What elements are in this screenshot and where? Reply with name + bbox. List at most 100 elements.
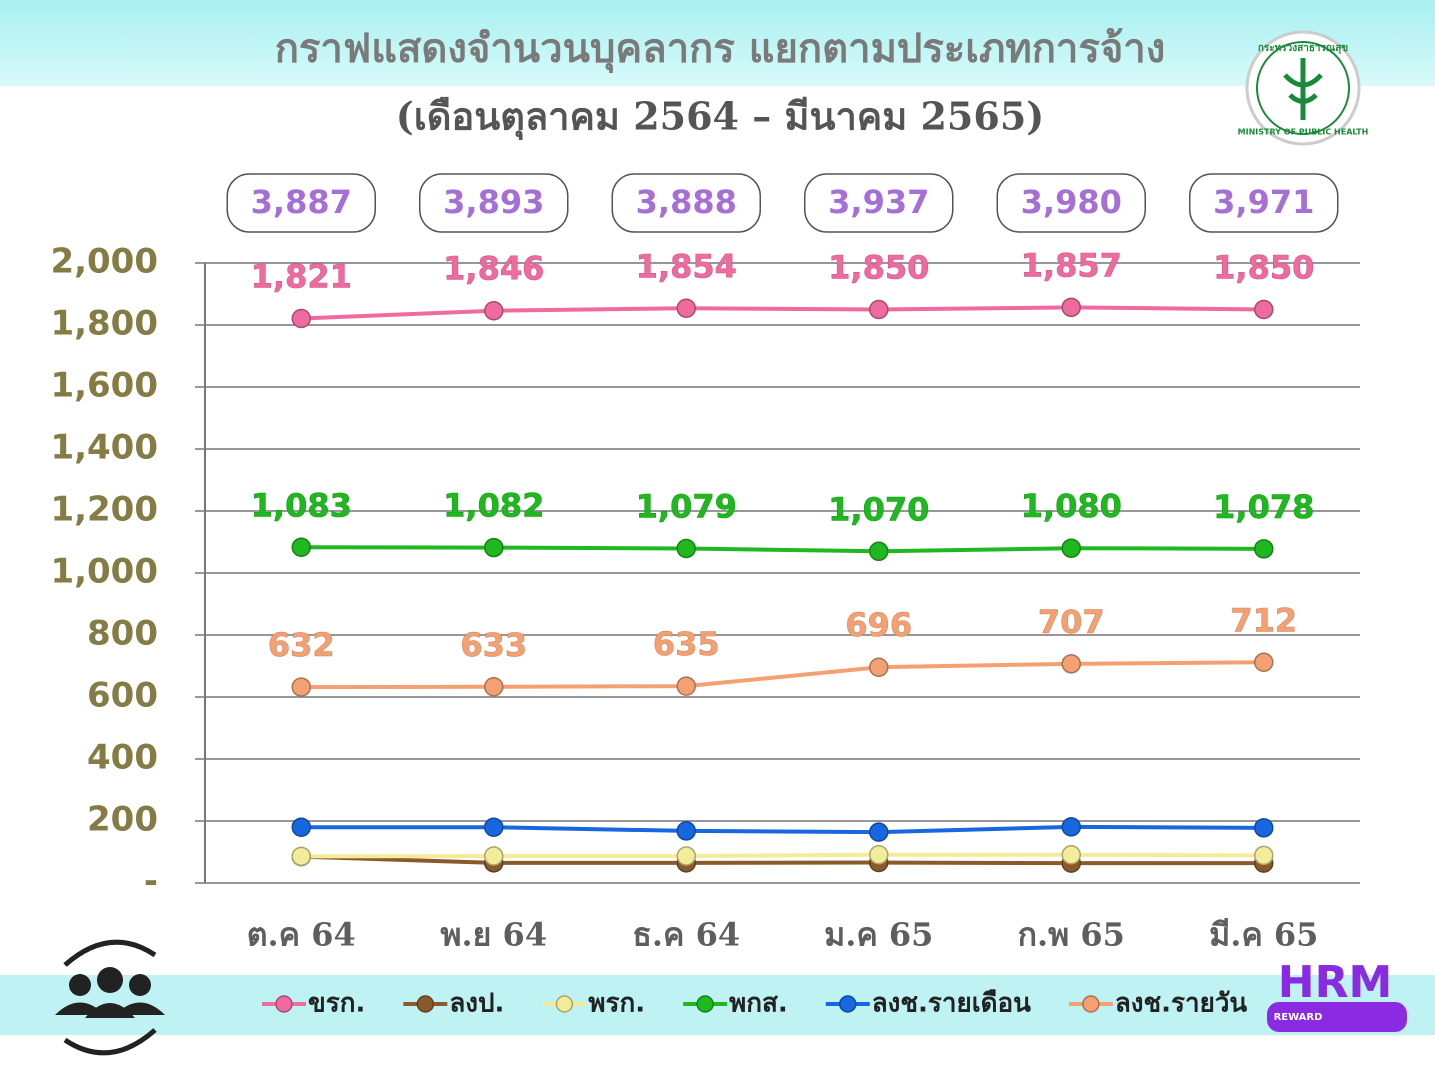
total-label: 3,887 [251, 183, 352, 221]
y-tick-label: 400 [87, 738, 158, 778]
point [484, 817, 504, 837]
total-box [419, 173, 569, 233]
point [484, 846, 504, 866]
point [291, 308, 311, 329]
point [1254, 299, 1274, 320]
y-tick-label: 1,200 [50, 490, 158, 530]
legend-marker [555, 995, 574, 1013]
point [484, 537, 504, 558]
point [484, 300, 504, 321]
point [484, 677, 504, 697]
person [69, 974, 91, 996]
x-tick-label: ต.ค 64 [247, 916, 356, 954]
data-label: 1,070 [828, 490, 929, 528]
data-label: 707 [1038, 603, 1105, 641]
data-label: 1,846 [443, 250, 544, 288]
x-tick-label: ก.พ 65 [1018, 916, 1125, 954]
point [1254, 845, 1274, 866]
total-box [804, 173, 954, 233]
point [1254, 652, 1274, 673]
y-tick-label: 200 [87, 800, 158, 840]
data-label: 1,854 [636, 247, 737, 285]
legend-marker [275, 995, 293, 1013]
legend-label: พรก. [588, 989, 645, 1019]
point [1061, 654, 1081, 674]
legend-label: ลงช.รายวัน [1115, 989, 1248, 1019]
y-tick-label: 1,400 [50, 428, 158, 468]
point [869, 299, 889, 320]
point [869, 541, 889, 562]
total-label: 3,971 [1213, 183, 1314, 221]
legend-marker [839, 995, 857, 1013]
data-label: 1,850 [1213, 249, 1314, 287]
data-label: 1,079 [636, 488, 737, 526]
total-box [1189, 173, 1339, 233]
total-box [226, 173, 376, 233]
x-tick-label: ธ.ค 64 [632, 916, 740, 954]
logo-text-en: MINISTRY OF PUBLIC HEALTH [1238, 128, 1369, 137]
badge-sub: REWARD [1274, 1012, 1323, 1023]
chart-title: กราฟแสดงจำนวนบุคลากร แยกตามประเภทการจ้าง [275, 25, 1166, 74]
y-tick-label: 1,000 [50, 552, 158, 592]
total-label: 3,980 [1021, 183, 1122, 221]
people-icon [55, 939, 165, 1056]
total-box [611, 173, 761, 233]
point [291, 846, 311, 867]
legend-label: ขรก. [308, 989, 365, 1019]
series-line [301, 545, 1264, 554]
badge-text: HRM [1278, 957, 1393, 1008]
total-label: 3,937 [828, 183, 929, 221]
series-line [301, 824, 1264, 835]
logo-text-th: กระทรวงสาธารณสุข [1258, 43, 1348, 54]
chart-subtitle: (เดือนตุลาคม 2564 – มีนาคม 2565) [396, 94, 1044, 141]
point [1254, 539, 1274, 559]
legend-marker [696, 995, 714, 1013]
badge-bar [1267, 1002, 1407, 1032]
badge: HRM REWARD [1267, 957, 1407, 1032]
data-label: 635 [653, 625, 720, 663]
point [1061, 297, 1081, 318]
series-line [301, 660, 1264, 690]
point [676, 298, 696, 319]
data-label: 712 [1230, 601, 1297, 639]
point [869, 657, 889, 677]
point [869, 822, 889, 842]
data-label: 1,857 [1021, 246, 1122, 284]
data-label: 1,821 [251, 257, 352, 295]
data-label: 1,078 [1213, 488, 1314, 526]
y-tick-label: 1,800 [50, 304, 158, 344]
legend-marker [416, 995, 435, 1013]
y-tick-label: 1,600 [50, 366, 158, 406]
total-label: 3,893 [443, 183, 544, 221]
point [291, 537, 311, 558]
point [1061, 845, 1081, 865]
point [1061, 538, 1081, 558]
y-tick-label: 2,000 [50, 242, 158, 282]
point [676, 676, 696, 696]
data-label: 1,850 [828, 249, 929, 287]
data-label: 1,083 [251, 486, 352, 524]
logo-caduceus [1283, 58, 1323, 120]
legend-marker [1082, 995, 1100, 1013]
data-label: 1,082 [443, 487, 544, 525]
y-tick-label: - [144, 862, 158, 902]
point [291, 677, 311, 697]
point [676, 538, 696, 559]
data-label: 633 [460, 626, 527, 664]
total-box [996, 173, 1146, 233]
point [676, 821, 696, 841]
x-tick-label: ม.ค 65 [824, 916, 933, 954]
x-tick-label: มี.ค 65 [1209, 916, 1318, 954]
legend-label: พกส. [729, 989, 788, 1019]
y-tick-label: 600 [87, 676, 158, 716]
logo-ring [1256, 41, 1350, 135]
point [1254, 818, 1274, 838]
series-line [301, 854, 1264, 866]
point [676, 846, 696, 866]
legend-label: ลงช.รายเดือน [872, 989, 1031, 1019]
y-tick-label: 800 [87, 614, 158, 654]
cycle-arrow [63, 939, 157, 967]
logo: กระทรวงสาธารณสุข MINISTRY OF PUBLIC HEAL… [1238, 30, 1369, 146]
header-band [0, 0, 1435, 86]
